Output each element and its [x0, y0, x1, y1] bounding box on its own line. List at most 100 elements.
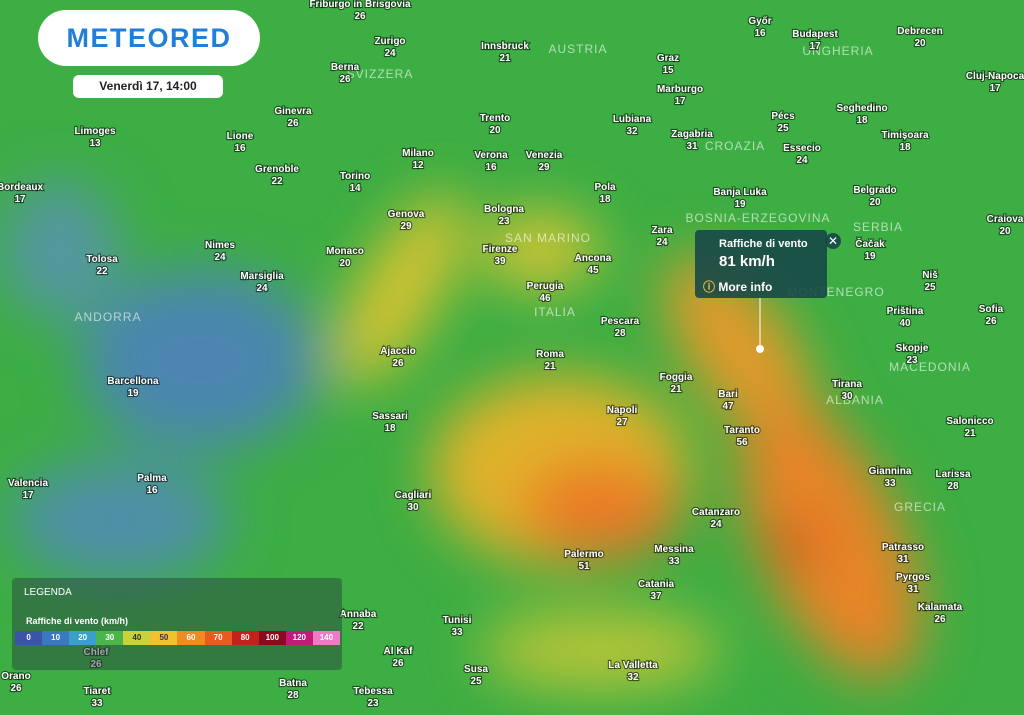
city-name: Palermo: [564, 549, 603, 560]
city-name: Essecio: [783, 143, 821, 154]
more-info-text[interactable]: More info: [718, 280, 773, 294]
legend-stop: 20: [69, 631, 97, 645]
city-value: 46: [539, 293, 551, 304]
city-value: 26: [985, 316, 997, 327]
city-name: Niš: [922, 270, 938, 281]
legend-stop: 100: [258, 631, 286, 645]
country-label: CROAZIA: [705, 139, 765, 153]
more-info[interactable]: ⓘ More info: [703, 280, 773, 294]
city-value: 29: [400, 221, 412, 232]
city-value: 31: [897, 554, 909, 565]
city-name: Marsiglia: [240, 271, 284, 282]
city-name: Foggia: [660, 372, 693, 383]
city-value: 24: [710, 519, 722, 530]
legend-stop: 30: [96, 631, 124, 645]
city-name: Kalamata: [918, 602, 963, 613]
city-name: La Valletta: [608, 660, 658, 671]
city-value: 29: [538, 162, 550, 173]
city-value: 31: [686, 141, 698, 152]
city-name: Lubiana: [613, 114, 652, 125]
city-name: Čačak: [855, 237, 885, 250]
legend-stop: 80: [231, 631, 259, 645]
city-value: 27: [616, 417, 628, 428]
city-name: Chlef: [84, 647, 110, 658]
legend-stop: 0: [15, 631, 43, 645]
city-value: 19: [864, 251, 876, 262]
city-value: 18: [384, 423, 396, 434]
city-name: Orano: [1, 671, 30, 682]
city-value: 26: [934, 614, 946, 625]
city-value: 17: [674, 96, 686, 107]
city-value: 20: [914, 38, 926, 49]
city-value: 25: [777, 123, 789, 134]
city-name: Tebessa: [353, 686, 393, 697]
city-value: 28: [614, 328, 626, 339]
city-name: Budapest: [792, 29, 838, 40]
city-value: 30: [407, 502, 419, 513]
legend-stop: 120: [285, 631, 313, 645]
city-value: 32: [626, 126, 638, 137]
city-value: 30: [841, 391, 853, 402]
city-value: 33: [668, 556, 680, 567]
city-name: Seghedino: [836, 103, 887, 114]
legend-stop: 140: [312, 631, 340, 645]
city-name: Priština: [887, 306, 924, 317]
city-name: Sofia: [979, 304, 1004, 315]
city-name: Skopje: [896, 343, 929, 354]
city-value: 22: [352, 621, 364, 632]
city-value: 28: [287, 690, 299, 701]
city-name: Lione: [227, 131, 254, 142]
country-label: BOSNIA-ERZEGOVINA: [685, 211, 830, 225]
city-value: 12: [412, 160, 424, 171]
city-value: 22: [96, 266, 108, 277]
city-name: Pyrgos: [896, 572, 930, 583]
city-name: Limoges: [74, 126, 116, 137]
city-value: 45: [587, 265, 599, 276]
city-value: 20: [339, 258, 351, 269]
city-name: Zurigo: [374, 36, 405, 47]
legend: LEGENDA Raffiche di vento (km/h) 0 10 20 30…: [12, 578, 342, 670]
city-name: Venezia: [526, 150, 563, 161]
city-value: 17: [989, 83, 1001, 94]
city-value: 23: [367, 698, 379, 709]
city-name: Larissa: [935, 469, 970, 480]
city-name: Tunisi: [443, 615, 472, 626]
popup-value: 81 km/h: [719, 253, 775, 270]
city-name: Susa: [464, 664, 488, 675]
logo[interactable]: METEORED: [38, 10, 260, 66]
city-value: 21: [670, 384, 682, 395]
city-value: 19: [734, 199, 746, 210]
city-value: 16: [146, 485, 158, 496]
city-name: Tiaret: [83, 686, 111, 697]
city-name: Belgrado: [853, 185, 896, 196]
city-value: 18: [899, 142, 911, 153]
legend-stop: 60: [177, 631, 205, 645]
city-value: 21: [544, 361, 556, 372]
country-label: ANDORRA: [74, 310, 141, 324]
city-name: Ajaccio: [380, 346, 416, 357]
city-name: Taranto: [724, 425, 760, 436]
city-name: Pécs: [771, 111, 795, 122]
city-name: Verona: [474, 150, 508, 161]
popup: Raffiche di vento ✕ 81 km/h ⓘ More info: [695, 230, 841, 298]
city-name: Cluj-Napoca: [966, 71, 1024, 82]
legend-stop: 70: [204, 631, 232, 645]
city-value: 28: [947, 481, 959, 492]
city-name: Pola: [594, 182, 616, 193]
city-value: 18: [856, 115, 868, 126]
country-label: SERBIA: [853, 220, 903, 234]
legend-stop: 40: [123, 631, 151, 645]
city-value: 32: [627, 672, 639, 683]
city-name: Annaba: [340, 609, 377, 620]
city-value: 17: [22, 490, 34, 501]
city-name: Batna: [279, 678, 307, 689]
city-name: Bari: [718, 389, 738, 400]
city-name: Catanzaro: [692, 507, 740, 518]
city-name: Napoli: [607, 405, 638, 416]
close-button[interactable]: ✕: [825, 233, 841, 249]
city-value: 33: [91, 698, 103, 709]
city-value: 33: [884, 478, 896, 489]
city-name: Trento: [480, 113, 511, 124]
